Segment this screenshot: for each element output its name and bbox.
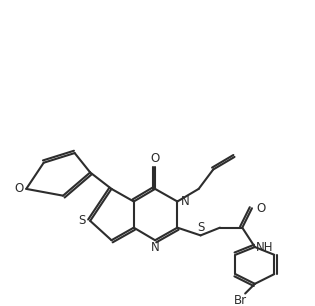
Text: N: N xyxy=(151,241,159,255)
Text: S: S xyxy=(78,215,85,227)
Text: O: O xyxy=(15,182,24,196)
Text: N: N xyxy=(181,195,190,208)
Text: S: S xyxy=(197,221,204,234)
Text: O: O xyxy=(256,202,265,215)
Text: NH: NH xyxy=(256,241,273,253)
Text: Br: Br xyxy=(234,294,247,306)
Text: O: O xyxy=(151,152,160,165)
